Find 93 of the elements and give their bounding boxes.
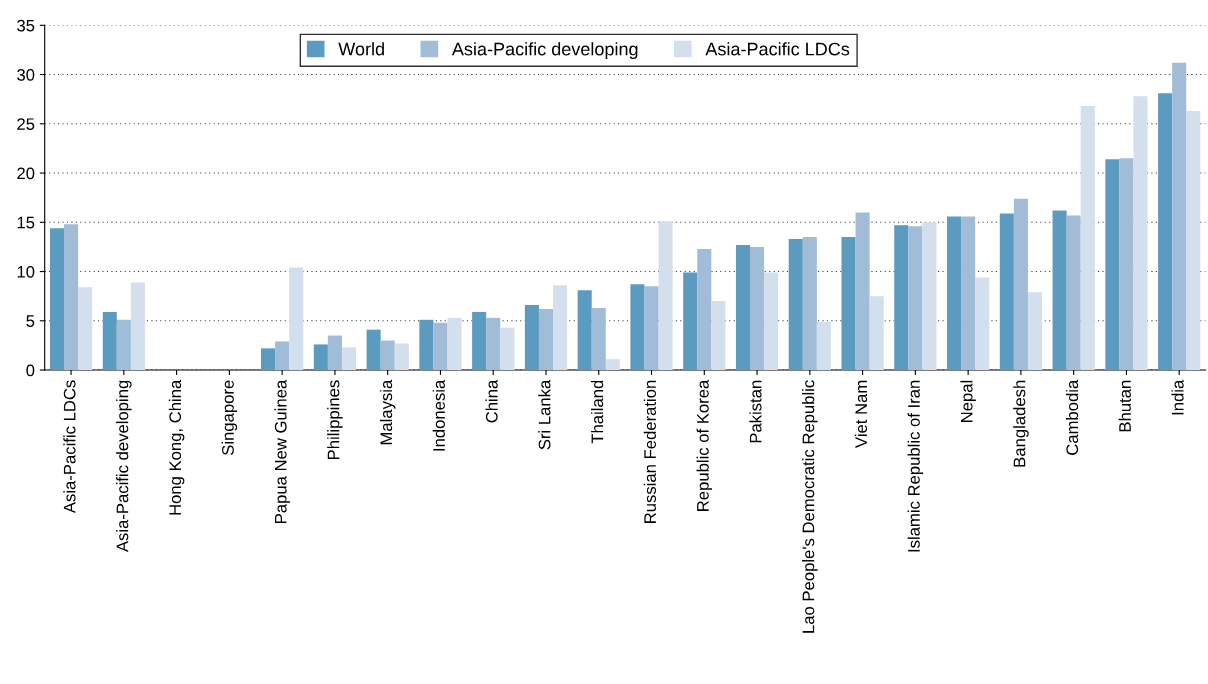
bar — [1080, 106, 1095, 371]
bar — [764, 272, 779, 371]
bar — [605, 359, 620, 371]
bar — [658, 221, 673, 371]
y-tick-label: 25 — [17, 118, 35, 131]
bar — [816, 321, 831, 371]
legend-label: World — [338, 42, 384, 56]
bar — [1133, 96, 1148, 371]
bar — [289, 267, 304, 371]
bar — [855, 212, 870, 371]
x-tick-label: China — [485, 379, 498, 423]
bar — [538, 308, 554, 371]
x-tick-label: Malaysia — [379, 379, 396, 445]
bar — [419, 319, 434, 371]
x-tick-label: Philippines — [327, 380, 343, 459]
bar — [841, 237, 856, 371]
bar — [275, 341, 290, 371]
bar — [869, 296, 884, 371]
bar — [380, 340, 395, 371]
bar — [327, 335, 342, 371]
x-tick-label: Singapore — [221, 380, 238, 455]
y-tick-label: 0 — [26, 364, 35, 377]
bar — [447, 317, 462, 371]
bar — [975, 277, 990, 371]
bar — [341, 347, 357, 371]
y-tick-label: 15 — [17, 216, 35, 229]
bar — [961, 216, 976, 371]
x-tick-label: Indonesia — [432, 379, 445, 451]
bar — [711, 301, 726, 371]
bar — [313, 344, 328, 371]
x-tick-label: Bhutan — [1118, 380, 1131, 432]
bar — [1105, 159, 1120, 371]
bar — [894, 225, 909, 371]
x-tick-label: Islamic Republic of Iran — [907, 380, 924, 552]
bar — [947, 216, 962, 371]
bar — [908, 226, 923, 371]
x-tick-label: Asia-Pacific developing — [116, 380, 132, 553]
x-tick-label: Lao People's Democratic Republic — [802, 380, 818, 633]
x-tick-label: Sri Lanka — [538, 379, 551, 450]
bar — [524, 305, 539, 371]
bar — [1013, 198, 1028, 371]
x-tick-label: Bangladesh — [1013, 380, 1029, 467]
bar — [644, 286, 659, 371]
bar — [1066, 215, 1081, 371]
y-tick-label: 20 — [17, 167, 35, 180]
bar — [750, 246, 765, 371]
bar — [433, 322, 448, 371]
y-tick-label: 30 — [17, 68, 35, 81]
bar — [630, 284, 645, 371]
bar — [1027, 292, 1042, 371]
x-tick-label: Russian Federation — [643, 380, 656, 523]
bar — [64, 224, 79, 371]
bar — [500, 327, 515, 371]
x-tick-label: Papua New Guinea — [274, 379, 290, 523]
bar — [922, 222, 937, 371]
x-tick-label: Asia-Pacific LDCs — [63, 380, 76, 514]
bar — [577, 290, 592, 371]
bar — [1186, 111, 1201, 371]
bar — [261, 348, 276, 371]
bar — [591, 307, 606, 371]
x-tick-label: Republic of Korea — [696, 379, 713, 511]
bar — [1172, 62, 1187, 371]
y-tick-label: 5 — [26, 315, 35, 327]
bar — [130, 282, 145, 371]
bar — [788, 239, 803, 371]
bar — [1119, 158, 1134, 371]
x-tick-label: India — [1171, 379, 1184, 415]
legend-label: Asia-Pacific developing — [451, 42, 638, 60]
bar — [1052, 210, 1067, 371]
x-tick-label: Nepal — [960, 380, 976, 422]
bar — [999, 213, 1014, 371]
bar — [553, 285, 568, 371]
bar — [78, 287, 93, 371]
x-tick-label: Pakistan — [749, 380, 762, 443]
bar — [486, 317, 501, 371]
x-tick-label: Cambodia — [1065, 379, 1079, 455]
bar — [472, 311, 487, 371]
legend-label: Asia-Pacific LDCs — [705, 42, 850, 56]
x-tick-label: Viet Nam — [854, 380, 868, 448]
bar — [49, 228, 65, 371]
y-tick-label: 35 — [17, 19, 35, 32]
x-tick-label: Hong Kong, China — [168, 379, 185, 515]
bar — [1158, 93, 1173, 371]
bar — [802, 237, 817, 371]
bar — [366, 329, 381, 371]
bar — [102, 311, 117, 371]
bar — [697, 248, 712, 371]
y-tick-label: 10 — [17, 265, 35, 278]
bar — [394, 343, 409, 371]
bar — [116, 319, 131, 371]
x-tick-label: Thailand — [590, 380, 604, 444]
bar — [683, 272, 698, 371]
bar — [735, 244, 751, 371]
